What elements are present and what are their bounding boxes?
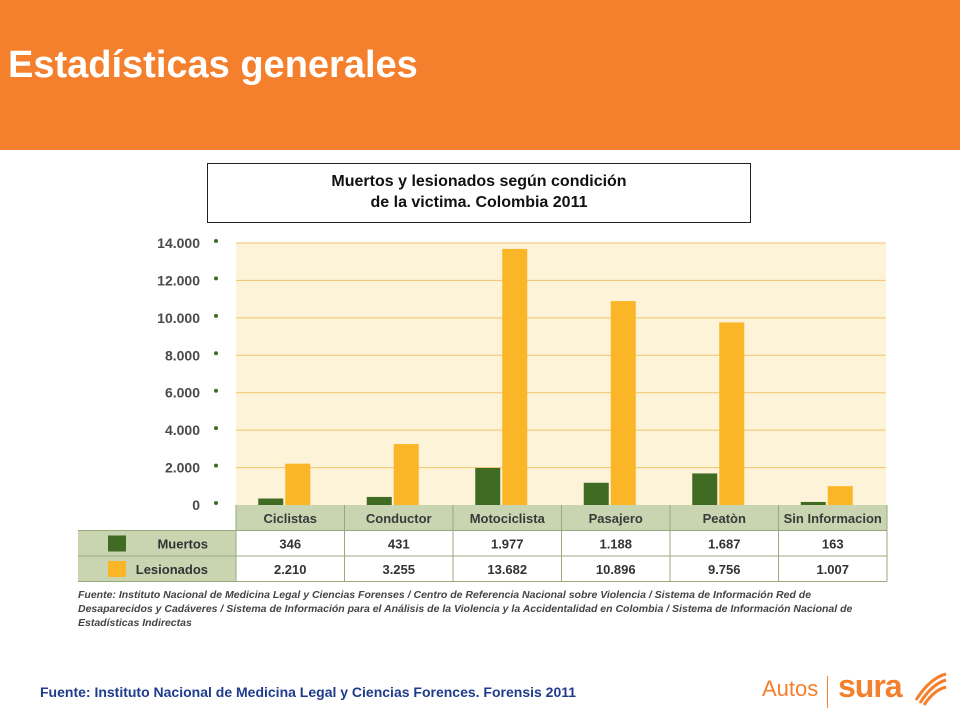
legend-label: Lesionados xyxy=(136,562,208,577)
value-label: 13.682 xyxy=(487,562,527,577)
y-tick-label: 14.000 xyxy=(157,235,200,251)
bar-lesionados xyxy=(393,444,419,505)
category-label: Ciclistas xyxy=(264,511,317,526)
value-label: 1.188 xyxy=(599,537,632,552)
y-tick-dot xyxy=(214,463,218,468)
chart-source-note: Fuente: Instituto Nacional de Medicina L… xyxy=(78,589,853,629)
y-tick-dot xyxy=(214,276,218,281)
value-label: 9.756 xyxy=(708,562,741,577)
legend-swatch xyxy=(108,561,126,577)
value-label: 1.687 xyxy=(708,537,741,552)
y-tick-label: 0 xyxy=(192,497,200,513)
legend-label: Muertos xyxy=(157,537,208,552)
y-tick-dot xyxy=(214,388,218,393)
y-tick-label: 12.000 xyxy=(157,272,200,288)
value-label: 1.977 xyxy=(491,537,524,552)
y-tick-label: 2.000 xyxy=(165,460,200,476)
y-tick-label: 4.000 xyxy=(165,422,200,438)
value-label: 431 xyxy=(388,537,410,552)
category-label: Peatòn xyxy=(703,511,746,526)
bar-muertos xyxy=(366,496,392,505)
y-tick-dot xyxy=(214,313,218,318)
value-label: 1.007 xyxy=(816,562,849,577)
y-tick-dot xyxy=(214,351,218,356)
y-tick-label: 10.000 xyxy=(157,310,200,326)
bar-lesionados xyxy=(610,301,636,505)
bar-lesionados xyxy=(502,248,528,505)
value-label: 163 xyxy=(822,537,844,552)
bar-lesionados xyxy=(827,486,853,505)
value-label: 346 xyxy=(279,537,301,552)
chart-title-line1: Muertos y lesionados según condición xyxy=(331,173,627,190)
plot-background xyxy=(236,243,886,505)
category-label: Pasajero xyxy=(589,511,643,526)
y-tick-dot xyxy=(214,239,218,243)
chart-title-box: Muertos y lesionados según condición de … xyxy=(207,163,751,223)
y-tick-label: 6.000 xyxy=(165,385,200,401)
y-tick-dot xyxy=(214,426,218,431)
sura-logo-icon xyxy=(914,672,947,706)
chart-title-line2: de la victima. Colombia 2011 xyxy=(370,194,588,211)
bar-muertos xyxy=(258,498,284,505)
bar-muertos xyxy=(583,482,609,505)
legend-swatch xyxy=(108,535,126,552)
category-label: Conductor xyxy=(366,511,432,526)
value-label: 2.210 xyxy=(274,562,307,577)
brand-sura-wordmark: sura xyxy=(838,668,903,704)
page-title: Estadísticas generales xyxy=(8,44,418,86)
value-label: 10.896 xyxy=(596,562,636,577)
bar-muertos xyxy=(692,473,718,505)
bar-lesionados xyxy=(285,463,311,505)
y-tick-label: 8.000 xyxy=(165,347,200,363)
brand-autos: Autos xyxy=(762,676,819,701)
bar-lesionados xyxy=(719,322,745,505)
bar-muertos xyxy=(475,468,501,505)
category-label: Motociclista xyxy=(470,511,546,526)
value-label: 3.255 xyxy=(382,562,415,577)
footer-source: Fuente: Instituto Nacional de Medicina L… xyxy=(40,684,577,700)
y-tick-dot xyxy=(214,501,218,505)
bar-muertos xyxy=(800,501,826,505)
header-banner: Estadísticas generales xyxy=(0,0,960,150)
brand-divider xyxy=(827,676,828,708)
category-label: Sin Informacion xyxy=(784,511,882,526)
